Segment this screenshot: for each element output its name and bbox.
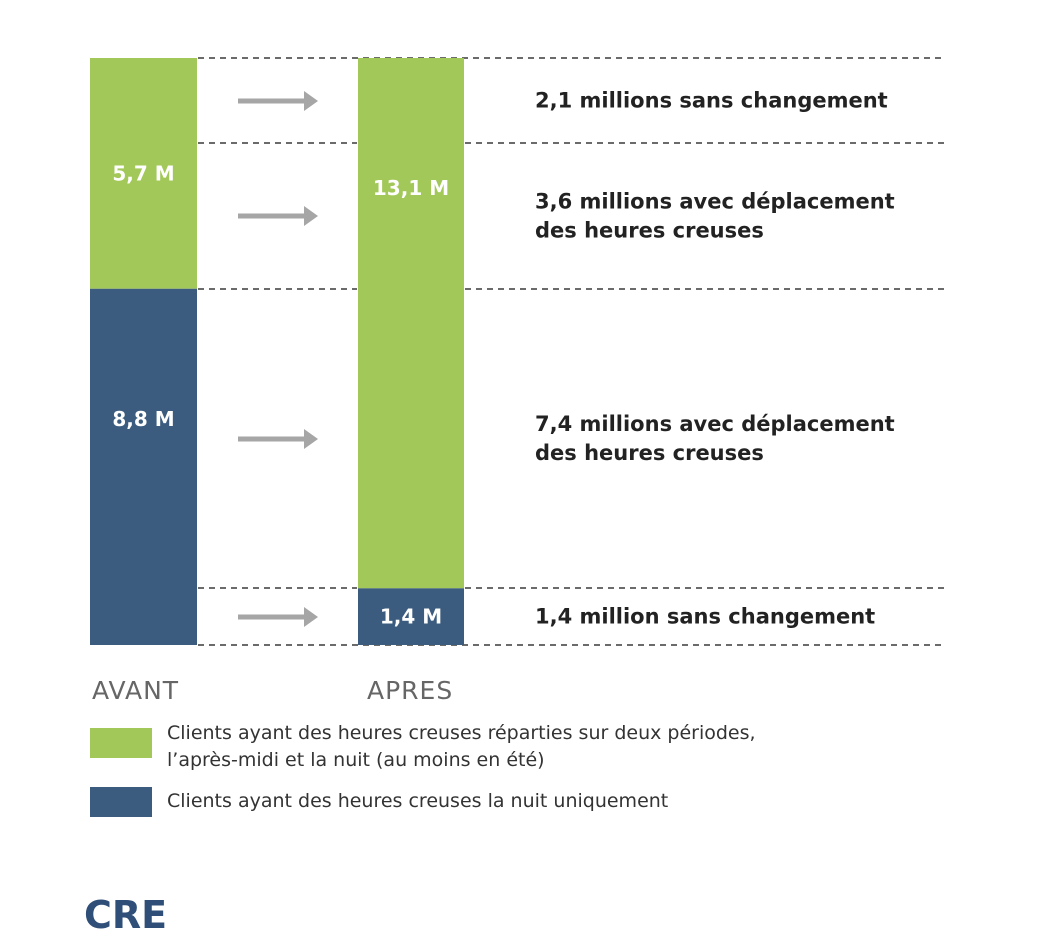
arrows: [238, 91, 318, 627]
cre-logo: CRE: [84, 893, 167, 937]
arrow-right-icon: [304, 91, 318, 111]
legend-swatch-blue: [90, 787, 152, 817]
gridlines: [198, 57, 945, 646]
column-label-apres: APRES: [367, 676, 454, 705]
bar-value-label: 1,4 M: [380, 605, 442, 629]
cre-logo-text: CRE: [84, 893, 167, 937]
legend: Clients ayant des heures creuses réparti…: [90, 722, 790, 824]
bars: 5,7 M 8,8 M 13,1 M 1,4 M: [90, 58, 464, 645]
bar-avant-series-1: [90, 288, 197, 645]
flow-text-line: 2,1 millions sans changement: [535, 89, 888, 113]
flow-text-line: 1,4 million sans changement: [535, 605, 875, 629]
bar-apres-series-0: [358, 58, 464, 589]
bar-apres-series-1: [358, 588, 464, 645]
bar-value-label: 5,7 M: [112, 161, 174, 185]
flow-text-line: 7,4 millions avec déplacement: [535, 412, 895, 436]
legend-swatch-green: [90, 728, 152, 758]
legend-label-blue: Clients ayant des heures creuses la nuit…: [167, 790, 669, 812]
column-label-avant: AVANT: [92, 676, 180, 705]
legend-label-green: Clients ayant des heures creuses réparti…: [167, 722, 756, 771]
bar-value-label: 8,8 M: [112, 407, 174, 431]
flow-text-line: 3,6 millions avec déplacement: [535, 189, 895, 213]
bar-value-label: 13,1 M: [373, 176, 449, 200]
flow-text-line: des heures creuses: [535, 441, 764, 465]
arrow-right-icon: [304, 429, 318, 449]
flow-text-line: des heures creuses: [535, 218, 764, 242]
flow-texts: 2,1 millions sans changement 3,6 millions…: [535, 89, 895, 629]
arrow-right-icon: [304, 607, 318, 627]
arrow-right-icon: [304, 206, 318, 226]
bar-avant-series-0: [90, 58, 197, 289]
